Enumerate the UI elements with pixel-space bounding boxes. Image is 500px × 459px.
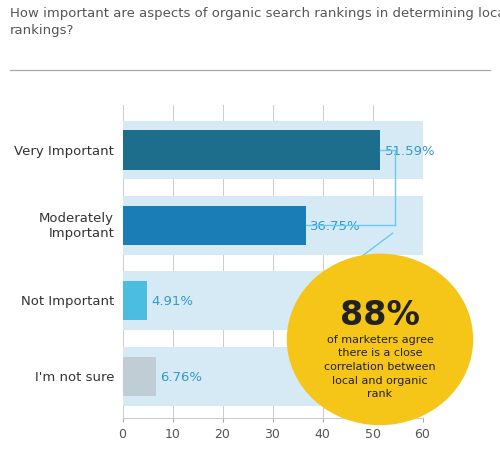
Text: of marketers agree
there is a close
correlation between
local and organic
rank: of marketers agree there is a close corr…: [324, 334, 436, 398]
Bar: [122, 196, 422, 255]
Text: How important are aspects of organic search rankings in determining local pack
r: How important are aspects of organic sea…: [10, 7, 500, 37]
Text: 88%: 88%: [340, 298, 420, 331]
Text: 36.75%: 36.75%: [310, 219, 361, 232]
Bar: [122, 281, 147, 321]
Text: 4.91%: 4.91%: [151, 295, 193, 308]
Bar: [122, 272, 422, 330]
Bar: [122, 131, 380, 170]
Bar: [122, 357, 156, 396]
Text: 51.59%: 51.59%: [384, 144, 435, 157]
Bar: [122, 347, 422, 406]
Text: 6.76%: 6.76%: [160, 370, 202, 383]
Bar: [122, 207, 306, 246]
Bar: [122, 121, 422, 180]
